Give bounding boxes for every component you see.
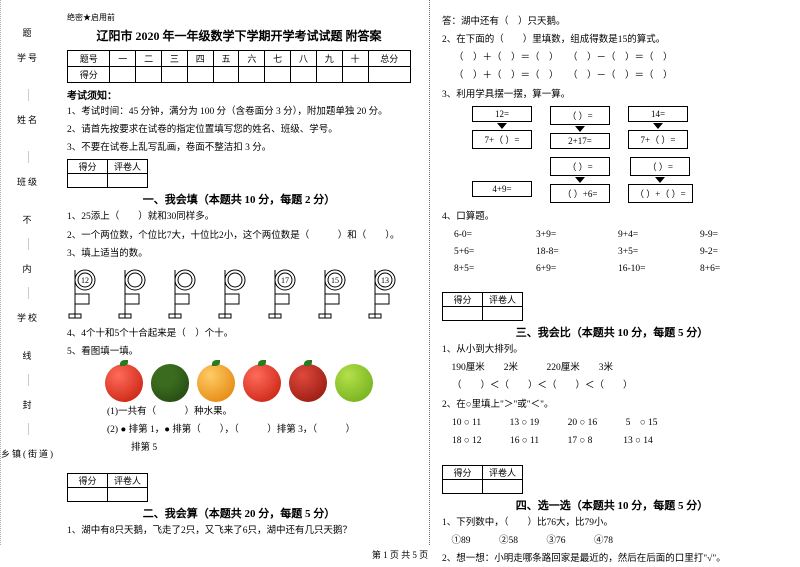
notice-3: 3、不要在试卷上乱写乱画，卷面不整洁扣 3 分。 — [67, 140, 411, 156]
margin-school: 学校 — [17, 311, 39, 337]
fruit-apple — [243, 364, 281, 402]
margin-dash1: 不 — [22, 213, 33, 226]
notice-head: 考试须知： — [67, 87, 411, 102]
section-1-title: 一、我会填（本题共 10 分，每题 2 分） — [67, 191, 411, 207]
q1-2: 2、一个两位数，个位比7大，十位比2小，这个两位数是（ ）和（ ）。 — [67, 228, 411, 244]
flag-item — [117, 266, 161, 322]
page-footer: 第 1 页 共 5 页 — [0, 548, 800, 561]
q2-1: 1、湖中有8只天鹅，飞走了2只，又飞来了6只，湖中还有几只天鹅？ — [67, 523, 411, 539]
fruit-watermelon — [151, 364, 189, 402]
right-column: 答：湖中还有（ ）只天鹅。 2、在下面的（ ）里填数，组成得数是15的算式。 （… — [430, 0, 800, 545]
svg-text:17: 17 — [281, 276, 289, 285]
ans-line: 答：湖中还有（ ）只天鹅。 — [442, 14, 782, 30]
margin-line — [28, 374, 29, 386]
fruit-tomato — [105, 364, 143, 402]
formula-row-2: x4+9= （ ）=（ ）+6= （ ）=（ ）+（ ）= — [442, 157, 782, 203]
q4-1a: ①89 ②58 ③76 ④78 — [442, 533, 782, 549]
margin-line — [28, 238, 29, 250]
q1-3: 3、填上适当的数。 — [67, 246, 411, 262]
q2-2b: （ ）＋（ ）＝（ ） （ ）－（ ）＝（ ） — [442, 68, 782, 84]
section-2-title: 二、我会算（本题共 20 分，每题 5 分） — [67, 505, 411, 521]
q3-1a: 190厘米 2米 220厘米 3米 — [442, 360, 782, 376]
svg-text:15: 15 — [331, 276, 339, 285]
fruit-lime — [335, 364, 373, 402]
flag-item: 12 — [67, 266, 111, 322]
flag-item — [167, 266, 211, 322]
q2-4: 4、口算题。 — [442, 209, 782, 225]
margin-town: 乡镇(街道) — [1, 447, 55, 499]
margin-name: 姓名 — [17, 113, 39, 139]
section-4-title: 四、选一选（本题共 10 分，每题 5 分） — [442, 497, 782, 513]
flag-item: 13 — [367, 266, 411, 322]
q3-2a: 10 ○ 11 13 ○ 19 20 ○ 16 5 ○ 15 — [442, 415, 782, 431]
margin-line — [28, 89, 29, 101]
formula-row-1: 12=7+（ ）= （ ）=2+17= 14=7+（ ）= — [442, 106, 782, 149]
margin-dash3: 封 — [22, 398, 33, 411]
margin-line — [28, 151, 29, 163]
margin-student-id: 学号 — [17, 51, 39, 77]
q1-5c: 排第 5 — [67, 440, 411, 456]
q2-2: 2、在下面的（ ）里填数，组成得数是15的算式。 — [442, 32, 782, 48]
binding-margin: 题 学号 姓名 班级 不 内 学校 线 封 乡镇(街道) — [0, 0, 55, 545]
svg-text:12: 12 — [81, 276, 89, 285]
flag-item — [217, 266, 261, 322]
mini-score-2: 得分评卷人 — [67, 473, 148, 502]
notice-2: 2、请首先按要求在试卷的指定位置填写您的姓名、班级、学号。 — [67, 122, 411, 138]
q1-5a: (1)一共有（ ）种水果。 — [67, 404, 411, 420]
margin-line — [28, 287, 29, 299]
q3-1b: （ ）＜（ ）＜（ ）＜（ ） — [442, 378, 782, 394]
q1-4: 4、4个十和5个十合起来是（ ）个十。 — [67, 326, 411, 342]
secret-label: 绝密★启用前 — [67, 12, 411, 23]
flag-item: 17 — [267, 266, 311, 322]
mini-score-3: 得分评卷人 — [442, 292, 523, 321]
score-head: 题号 — [68, 51, 110, 67]
q4-1: 1、下列数中，（ ）比76大，比79小。 — [442, 515, 782, 531]
q1-1: 1、25添上（ ）就和30同样多。 — [67, 209, 411, 225]
arithmetic-grid: 6-0=3+9=9+4=9-9= 5+6=18-8=3+5=9-2= 8+5=6… — [442, 227, 782, 278]
mini-score-4: 得分评卷人 — [442, 465, 523, 494]
section-3-title: 三、我会比（本题共 10 分，每题 5 分） — [442, 324, 782, 340]
q2-3: 3、利用学具摆一摆，算一算。 — [442, 87, 782, 103]
margin-dash2: 线 — [22, 349, 33, 362]
notice-1: 1、考试时间：45 分钟，满分为 100 分（含卷面分 3 分），附加题单独 2… — [67, 104, 411, 120]
margin-dash4: 题 — [22, 26, 33, 39]
q1-5: 5、看图填一填。 — [67, 344, 411, 360]
q3-1: 1、从小到大排列。 — [442, 342, 782, 358]
margin-line — [28, 423, 29, 435]
flag-item: 15 — [317, 266, 361, 322]
flags-row: 12 17 15 13 — [67, 266, 411, 322]
q3-2: 2、在○里填上"＞"或"＜"。 — [442, 397, 782, 413]
q1-5b: (2) ● 排第 1，● 排第（ ），（ ）排第 3，（ ） — [67, 422, 411, 438]
fruits-row — [67, 364, 411, 402]
margin-inner: 内 — [22, 262, 33, 275]
q2-2a: （ ）＋（ ）＝（ ） （ ）－（ ）＝（ ） — [442, 50, 782, 66]
svg-text:13: 13 — [381, 276, 389, 285]
score-table: 题号 一二 三四 五六 七八 九十 总分 得分 — [67, 50, 411, 83]
left-column: 绝密★启用前 辽阳市 2020 年一年级数学下学期开学考试试题 附答案 题号 一… — [55, 0, 430, 545]
mini-score-1: 得分评卷人 — [67, 159, 148, 188]
margin-class: 班级 — [17, 175, 39, 201]
fruit-orange — [197, 364, 235, 402]
fruit-pomegranate — [289, 364, 327, 402]
exam-title: 辽阳市 2020 年一年级数学下学期开学考试试题 附答案 — [67, 27, 411, 44]
q3-2b: 18 ○ 12 16 ○ 11 17 ○ 8 13 ○ 14 — [442, 433, 782, 449]
